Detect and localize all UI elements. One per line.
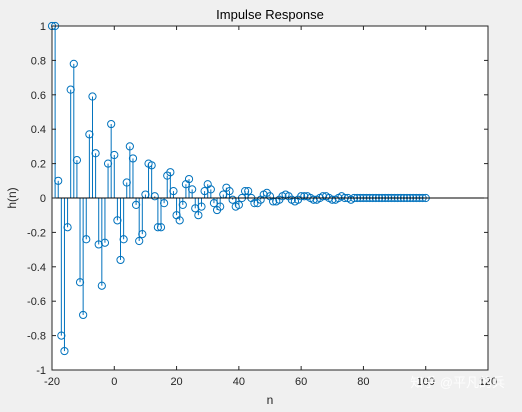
x-tick-label: 120 xyxy=(479,376,497,388)
y-axis-label: h(n) xyxy=(5,187,19,208)
stem-marker xyxy=(125,142,134,151)
y-axis-ticks: -1 -0.8 -0.6 -0.4 -0.2 0 0.2 0.4 0.6 0.8 1 xyxy=(27,21,488,377)
stem-marker xyxy=(69,59,78,68)
y-tick-label: 0.8 xyxy=(31,55,46,67)
x-tick-label: 40 xyxy=(233,376,245,388)
stem-marker xyxy=(166,168,175,177)
stem-marker xyxy=(178,200,187,209)
y-tick-label: 0.2 xyxy=(31,159,46,171)
stem-marker xyxy=(169,187,178,196)
x-tick-label: 80 xyxy=(357,376,369,388)
stem-marker xyxy=(110,150,119,160)
stem-marker xyxy=(79,310,88,320)
stem-marker xyxy=(63,223,72,232)
x-tick-label: 100 xyxy=(417,376,435,388)
stem-marker xyxy=(54,176,63,185)
stem-marker xyxy=(91,149,100,158)
stem-marker xyxy=(88,92,97,101)
y-tick-label: -0.2 xyxy=(27,227,46,239)
y-tick-label: 0.4 xyxy=(31,124,46,136)
chart-title: Impulse Response xyxy=(216,7,324,22)
stem-marker xyxy=(175,216,184,225)
x-tick-label: 0 xyxy=(111,376,117,388)
x-axis-label: n xyxy=(267,393,274,407)
y-tick-label: -0.8 xyxy=(27,331,46,343)
stem-marker xyxy=(160,199,169,208)
y-tick-label: -1 xyxy=(36,365,46,377)
stem-marker xyxy=(188,185,197,194)
stem-marker xyxy=(206,185,215,194)
stem-marker xyxy=(147,161,156,170)
stem-marker xyxy=(128,154,138,163)
stem-marker xyxy=(72,156,82,165)
stem-marker xyxy=(194,211,203,220)
x-tick-label: -20 xyxy=(44,376,60,388)
stem-marker xyxy=(216,202,225,211)
stem-marker xyxy=(97,281,106,290)
stem-marker xyxy=(184,174,194,184)
y-tick-label: -0.4 xyxy=(27,262,46,274)
x-tick-label: 60 xyxy=(295,376,307,388)
stem-marker xyxy=(197,202,206,211)
stem-marker xyxy=(138,230,147,239)
x-tick-label: 20 xyxy=(170,376,182,388)
y-tick-label: -0.6 xyxy=(27,296,46,308)
y-tick-label: 1 xyxy=(40,21,46,33)
stem-marker xyxy=(119,235,128,244)
stem-marker xyxy=(234,200,243,209)
y-tick-label: 0 xyxy=(40,193,46,205)
stem-marker xyxy=(156,223,166,232)
stem-marker xyxy=(60,346,69,356)
stem-marker xyxy=(82,235,91,244)
stem-marker xyxy=(135,236,144,246)
stem-marker xyxy=(107,119,116,129)
watermark-text: 知乎 @平凡的兵 xyxy=(410,375,505,390)
stem-marker xyxy=(100,238,110,247)
y-tick-label: 0.6 xyxy=(31,90,46,102)
stem-marker xyxy=(225,187,234,196)
stem-marker xyxy=(116,255,125,265)
x-axis-ticks: -20 0 20 40 60 80 100 120 xyxy=(44,26,497,388)
stem-marker xyxy=(150,192,159,201)
stem-marker xyxy=(244,187,253,196)
